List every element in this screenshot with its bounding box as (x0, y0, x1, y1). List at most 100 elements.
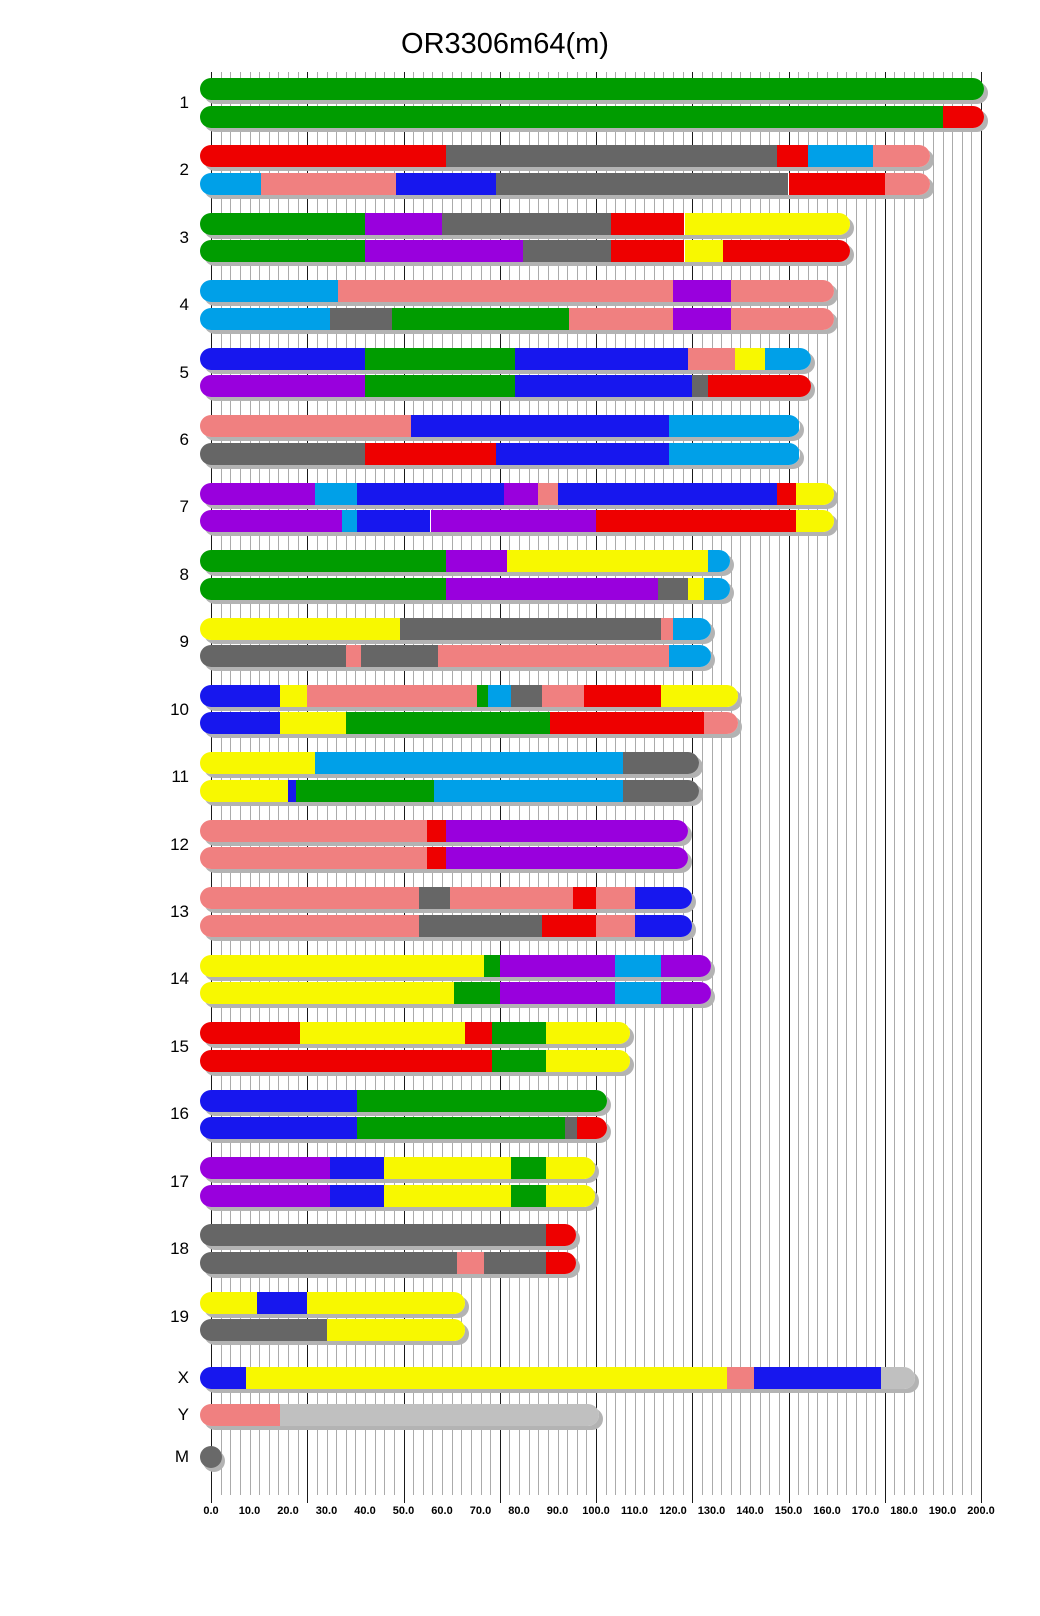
gridline-minor (721, 72, 723, 1495)
gridline-minor (750, 72, 751, 1495)
segment-blue (395, 172, 496, 195)
segment-silver (880, 1367, 915, 1389)
segment-yellow (684, 240, 724, 263)
segment-gray (330, 307, 392, 330)
chromosome-4-homolog-2 (200, 307, 835, 330)
segment-pink (345, 645, 362, 668)
chromosome-label-17: 17 (170, 1171, 189, 1191)
axis-tick-label: 50.0 (392, 1505, 415, 1517)
gridline-minor (875, 72, 877, 1495)
chromosome-label-9: 9 (179, 632, 189, 652)
segment-red (777, 482, 797, 505)
segment-gray (361, 645, 439, 668)
segment-skyblue (341, 510, 358, 533)
segment-pink (596, 887, 635, 910)
segment-blue (200, 1367, 246, 1389)
segment-yellow (200, 617, 400, 640)
axis-tick-label: 150.0 (774, 1505, 803, 1517)
segment-gray (442, 212, 612, 235)
segment-yellow (200, 779, 288, 802)
axis-tick-label: 0.0 (203, 1505, 219, 1517)
segment-purple (365, 212, 442, 235)
segment-purple (200, 1184, 331, 1207)
chromosome-16-homolog-1 (200, 1089, 607, 1112)
chromosome-6-homolog-2 (200, 442, 800, 465)
segment-pink (338, 280, 673, 303)
segment-pink (200, 847, 427, 870)
chromosome-label-18: 18 (170, 1239, 189, 1259)
segment-red (576, 1117, 607, 1140)
segment-blue (357, 482, 504, 505)
segment-gray (495, 172, 789, 195)
segment-green (200, 78, 985, 100)
chromosome-label-7: 7 (179, 497, 189, 517)
segment-pink (457, 1251, 485, 1274)
axis-tick-label: 100.0 (582, 1505, 610, 1517)
segment-blue (557, 482, 777, 505)
axis-tick-label: 160.0 (813, 1505, 841, 1517)
axis-tick-label: 180.0 (890, 1505, 918, 1517)
gridline-major (788, 72, 790, 1503)
segment-gray (565, 1117, 577, 1140)
segment-blue (200, 684, 281, 707)
segment-skyblue (200, 280, 339, 303)
segment-skyblue (807, 145, 874, 168)
chromosome-X-homolog-1 (200, 1367, 915, 1389)
segment-green (357, 1089, 607, 1112)
chromosome-9-homolog-2 (200, 645, 711, 668)
segment-skyblue (315, 752, 623, 775)
chromosome-19-homolog-2 (200, 1319, 465, 1342)
segment-gray (622, 779, 700, 802)
segment-green (365, 347, 516, 370)
segment-yellow (280, 684, 308, 707)
chromosome-label-5: 5 (179, 362, 189, 382)
segment-green (345, 712, 550, 735)
segment-yellow (734, 347, 766, 370)
segment-skyblue (669, 645, 711, 668)
segment-gray (692, 375, 708, 398)
gridline-minor (778, 72, 780, 1495)
segment-gray (622, 752, 700, 775)
segment-yellow (545, 1022, 631, 1045)
segment-green (200, 240, 365, 263)
axis-tick-label: 130.0 (697, 1505, 726, 1517)
axis-tick-label: 20.0 (277, 1505, 299, 1517)
gridline-minor (827, 72, 828, 1495)
segment-green (365, 375, 516, 398)
gridline-minor (952, 72, 954, 1495)
chromosome-15-homolog-1 (200, 1022, 631, 1045)
segment-blue (634, 887, 692, 910)
gridline-major (981, 72, 982, 1503)
segment-pink (884, 172, 931, 195)
segment-green (200, 212, 365, 235)
segment-purple (445, 847, 688, 870)
gridline-minor (711, 72, 713, 1495)
chromosome-11-homolog-2 (200, 779, 700, 802)
segment-green (511, 1184, 546, 1207)
segment-skyblue (615, 954, 662, 977)
segment-yellow (545, 1184, 596, 1207)
segment-red (611, 212, 685, 235)
segment-red (426, 847, 446, 870)
chromosome-label-6: 6 (179, 429, 189, 449)
segment-pink (307, 684, 477, 707)
segment-green (392, 307, 570, 330)
segment-purple (200, 375, 365, 398)
axis-tick-label: 40.0 (354, 1505, 376, 1517)
segment-gray (200, 442, 365, 465)
chromosome-label-3: 3 (179, 227, 189, 247)
segment-yellow (307, 1291, 465, 1314)
segment-red (572, 887, 596, 910)
segment-purple (445, 550, 508, 573)
chromosome-label-11: 11 (171, 767, 189, 787)
chromosome-label-1: 1 (179, 92, 189, 112)
segment-green (200, 550, 446, 573)
segment-skyblue (673, 617, 711, 640)
segment-red (596, 510, 797, 533)
segment-blue (200, 347, 365, 370)
segment-red (200, 1022, 300, 1045)
chromosome-2-homolog-1 (200, 145, 931, 168)
segment-skyblue (765, 347, 812, 370)
